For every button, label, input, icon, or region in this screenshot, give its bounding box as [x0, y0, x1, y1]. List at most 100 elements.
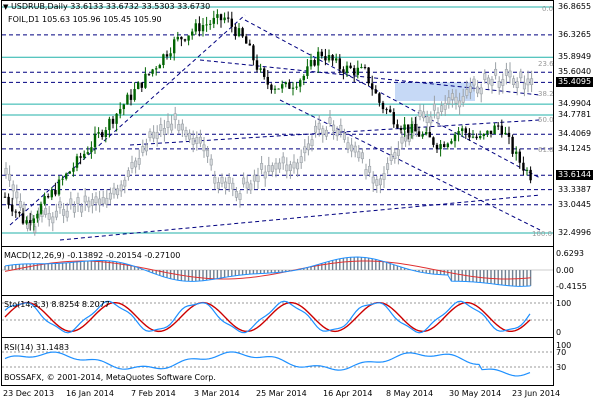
- overlay-candle-body: [98, 198, 102, 206]
- price-candle-body: [72, 167, 75, 172]
- price-candle-body: [489, 130, 493, 135]
- overlay-candle-body: [274, 162, 278, 170]
- price-candle-body: [306, 66, 309, 76]
- fib-level-label: 61.8: [538, 146, 554, 154]
- price-candle-body: [241, 28, 244, 37]
- overlay-candle-body: [188, 132, 192, 140]
- overlay-candle-body: [116, 188, 120, 196]
- overlay-candle-body: [346, 142, 350, 150]
- price-candle-body: [367, 67, 370, 84]
- sto-scale-0: 0: [556, 328, 562, 337]
- price-candle-body: [331, 55, 334, 61]
- overlay-candle-body: [321, 128, 325, 136]
- price-candle-body: [194, 23, 197, 32]
- sto-main-line: [4, 300, 531, 334]
- overlay-candle-body: [18, 201, 22, 208]
- price-candle-body: [320, 51, 323, 57]
- price-candle-body: [83, 153, 86, 158]
- overlay-candle-body: [526, 78, 530, 86]
- symbol-ohlc: USDRUB,Daily 33.6133 33.6732 33.5303 33.…: [10, 2, 211, 11]
- overlay-candle-body: [515, 81, 519, 89]
- price-candle-body: [435, 144, 439, 150]
- price-candle-body: [198, 23, 201, 32]
- price-level-label: 36.3265: [558, 29, 592, 39]
- overlay-candle-body: [447, 97, 451, 104]
- time-axis-label: 30 May 2014: [449, 389, 502, 398]
- rsi-scale-70: 70: [556, 348, 567, 357]
- price-candle-body: [176, 36, 179, 40]
- price-candle-body: [475, 136, 478, 139]
- price-candle-body: [32, 218, 35, 224]
- price-candle-body: [281, 84, 284, 89]
- price-level-label: 35.6040: [558, 67, 592, 77]
- price-level-label: 33.0445: [558, 199, 592, 209]
- overlay-candle-body: [389, 154, 393, 161]
- price-candle-body: [403, 124, 406, 131]
- overlay-candle-body: [454, 96, 458, 104]
- macd-signal-line: [4, 260, 531, 280]
- overlay-candle-body: [191, 138, 195, 145]
- price-candle-body: [144, 73, 147, 88]
- price-level-label: 33.3387: [558, 184, 592, 194]
- overlay-candle-body: [512, 78, 516, 85]
- trend-line: [244, 19, 541, 179]
- overlay-candle-body: [483, 73, 487, 80]
- overlay-candle-body: [310, 139, 314, 147]
- price-candle-body: [115, 113, 118, 124]
- price-candle-body: [446, 143, 449, 148]
- price-candle-body: [68, 171, 71, 174]
- collapse-triangle-icon[interactable]: ▼: [3, 3, 9, 11]
- overlay-candle-body: [47, 212, 51, 220]
- price-candle-body: [234, 26, 237, 37]
- overlay-candle-body: [209, 158, 213, 166]
- overlay-candle-body: [65, 210, 69, 218]
- price-candle-body: [385, 109, 388, 111]
- price-candle-body: [39, 203, 43, 214]
- overlay-candle-body: [87, 200, 91, 208]
- overlay-candle-body: [418, 110, 422, 117]
- price-candle-body: [54, 189, 57, 195]
- overlay-candle-body: [458, 100, 462, 108]
- overlay-candle-body: [69, 198, 73, 206]
- overlay-candle-body: [195, 137, 199, 144]
- price-level-label: 36.8655: [558, 2, 592, 11]
- overlay-candle-body: [494, 68, 498, 76]
- price-candle-body: [295, 86, 298, 88]
- price-candle-body: [392, 112, 395, 125]
- overlay-candle-body: [234, 191, 238, 198]
- price-candle-body: [230, 18, 233, 27]
- price-candle-body: [50, 189, 53, 198]
- price-candle-body: [93, 133, 97, 148]
- overlay-candle-body: [238, 193, 242, 200]
- overlay-candle-body: [400, 136, 404, 144]
- overlay-candle-body: [4, 167, 8, 175]
- rsi-label: RSI(14) 31.1483: [4, 343, 70, 352]
- price-candle-body: [363, 67, 367, 69]
- price-candle-body: [216, 14, 219, 18]
- price-level-label: 34.4069: [558, 129, 592, 139]
- overlay-candle-body: [382, 173, 386, 180]
- price-candle-body: [324, 56, 327, 61]
- price-candle-body: [158, 65, 161, 69]
- overlay-candle-body: [267, 165, 271, 172]
- price-candle-body: [252, 45, 255, 61]
- overlay-candle-body: [335, 129, 339, 137]
- overlay-candle-body: [504, 69, 508, 76]
- overlay-candle-body: [443, 103, 447, 110]
- price-candle-body: [266, 76, 269, 85]
- copyright-watermark: BOSSAFX, © 2001-2014, MetaQuotes Softwar…: [4, 373, 216, 382]
- fib-level-label: 0.0: [542, 5, 554, 13]
- price-candle-body: [237, 28, 241, 37]
- price-candle-body: [399, 128, 403, 131]
- price-candle-body: [223, 17, 226, 21]
- overlay-candle-body: [15, 191, 19, 199]
- overlay-candle-body: [126, 170, 130, 177]
- overlay-candle-body: [324, 129, 328, 137]
- price-candle-body: [515, 151, 518, 154]
- overlay-candle-body: [436, 112, 440, 119]
- overlay-candle-body: [90, 199, 94, 206]
- price-candle-body: [288, 82, 291, 89]
- overlay-candle-body: [375, 179, 379, 186]
- price-candle-body: [511, 136, 514, 154]
- price-candle-body: [277, 88, 280, 90]
